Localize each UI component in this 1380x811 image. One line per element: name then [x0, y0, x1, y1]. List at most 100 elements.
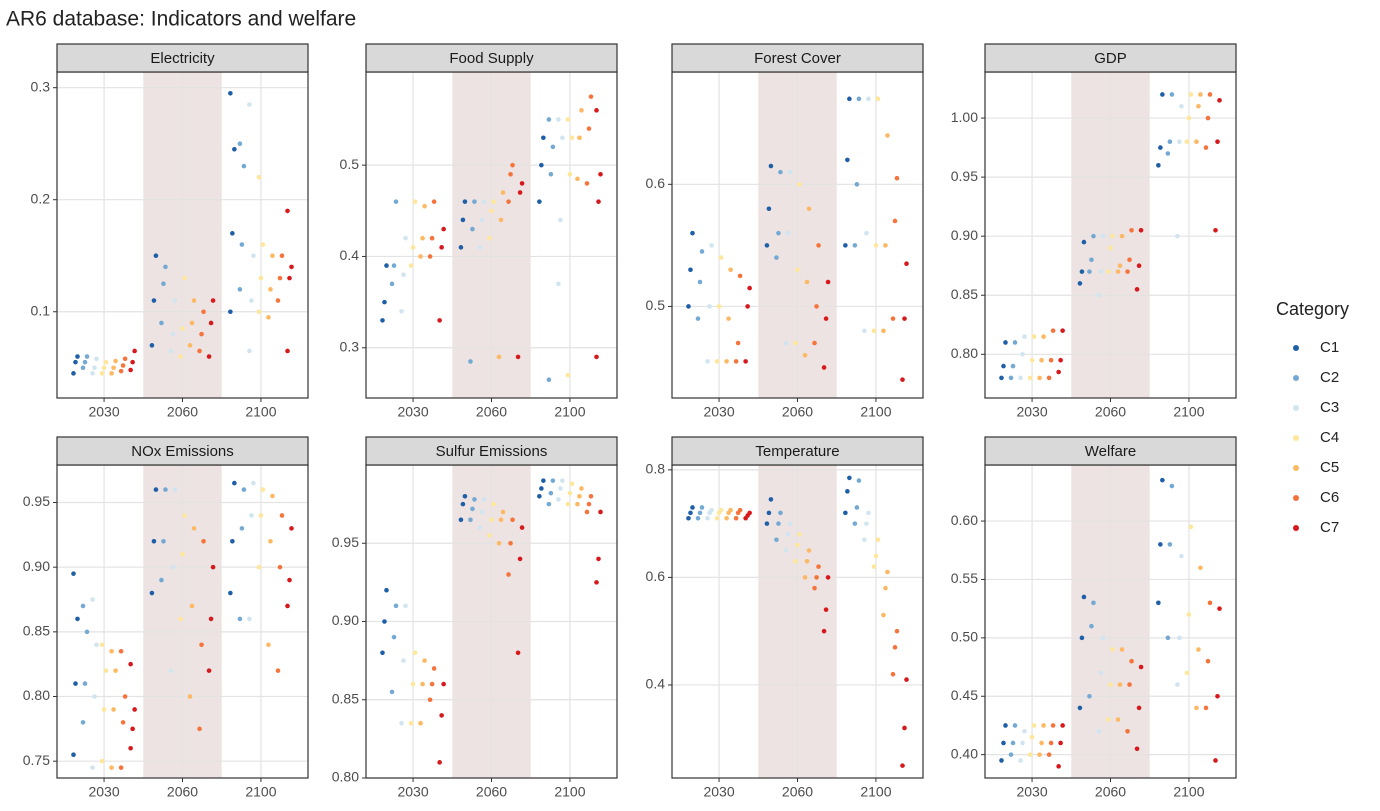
data-point — [399, 308, 404, 314]
data-point — [783, 548, 789, 553]
data-point — [275, 668, 281, 673]
data-point — [496, 354, 502, 360]
data-point — [804, 279, 810, 285]
data-point — [1108, 682, 1113, 687]
data-point — [847, 96, 852, 102]
data-point — [596, 199, 601, 204]
data-point — [579, 486, 584, 491]
data-point — [289, 526, 294, 531]
data-point — [866, 96, 871, 102]
data-point — [1050, 723, 1056, 728]
data-point — [132, 348, 137, 354]
data-point — [285, 603, 290, 609]
panel-title: Welfare — [1085, 443, 1136, 460]
data-point — [862, 328, 867, 334]
data-point — [418, 720, 423, 726]
data-point — [118, 765, 124, 770]
data-point — [149, 343, 155, 348]
data-point — [1156, 600, 1161, 606]
data-point — [441, 226, 446, 232]
data-point — [128, 745, 133, 751]
y-tick-label: 0.50 — [951, 629, 978, 645]
data-point — [586, 126, 592, 131]
panel-title: GDP — [1094, 50, 1127, 67]
data-point — [1207, 92, 1213, 97]
data-point — [410, 681, 416, 687]
data-point — [496, 540, 502, 546]
panel-title: Forest Cover — [754, 50, 841, 67]
data-point — [491, 199, 496, 204]
data-point — [161, 539, 166, 544]
legend-marker — [1293, 345, 1299, 351]
data-point — [688, 510, 693, 516]
data-point — [462, 199, 468, 204]
data-point — [881, 328, 886, 334]
data-point — [1079, 635, 1085, 641]
data-point — [900, 763, 905, 768]
data-point — [462, 494, 468, 499]
data-point — [279, 513, 285, 518]
data-point — [510, 517, 515, 523]
data-point — [768, 163, 774, 169]
x-tick-label: 2030 — [1016, 404, 1047, 420]
data-point — [1012, 723, 1018, 728]
data-point — [439, 713, 444, 718]
data-point — [285, 208, 290, 214]
y-tick-label: 0.80 — [23, 687, 50, 703]
data-point — [1198, 92, 1203, 97]
data-point — [401, 658, 406, 663]
data-point — [546, 377, 552, 383]
data-point — [84, 354, 90, 359]
data-point — [1087, 269, 1092, 274]
data-point — [208, 616, 214, 622]
data-point — [256, 175, 262, 180]
data-point — [92, 694, 97, 699]
data-point — [479, 509, 485, 515]
data-point — [1098, 269, 1104, 274]
data-point — [431, 666, 437, 671]
data-point — [776, 521, 781, 526]
data-point — [153, 487, 159, 492]
data-point — [101, 707, 107, 712]
data-point — [270, 253, 275, 259]
data-point — [1039, 357, 1044, 363]
data-point — [103, 668, 109, 673]
data-point — [199, 331, 204, 337]
data-point — [120, 720, 126, 725]
data-point — [1217, 606, 1222, 611]
data-point — [206, 668, 212, 673]
data-point — [239, 526, 245, 531]
data-point — [241, 487, 247, 492]
data-point — [382, 619, 387, 624]
data-point — [1207, 600, 1213, 606]
data-point — [270, 493, 275, 499]
data-point — [94, 642, 99, 648]
data-point — [598, 171, 603, 177]
legend-label: C5 — [1320, 459, 1339, 476]
data-point — [251, 253, 256, 259]
data-point — [1050, 328, 1056, 333]
data-point — [515, 354, 521, 360]
data-point — [487, 533, 492, 538]
data-point — [548, 490, 554, 496]
data-point — [1136, 263, 1142, 269]
panel-title: NOx Emissions — [131, 443, 234, 460]
data-point — [688, 267, 693, 273]
y-tick-label: 1.00 — [951, 109, 978, 125]
data-point — [1117, 263, 1123, 269]
data-point — [999, 375, 1004, 381]
strip-background — [56, 436, 309, 466]
data-point — [187, 343, 193, 348]
data-point — [1196, 103, 1201, 109]
data-point — [695, 515, 701, 521]
data-point — [1081, 594, 1087, 600]
data-point — [577, 135, 582, 141]
data-point — [1100, 635, 1106, 641]
data-point — [1184, 139, 1190, 144]
y-tick-label: 0.5 — [340, 156, 360, 172]
data-point — [517, 556, 523, 562]
data-point — [883, 243, 888, 248]
x-tick-label: 2060 — [476, 784, 507, 800]
data-point — [458, 245, 464, 250]
data-point — [594, 108, 599, 113]
